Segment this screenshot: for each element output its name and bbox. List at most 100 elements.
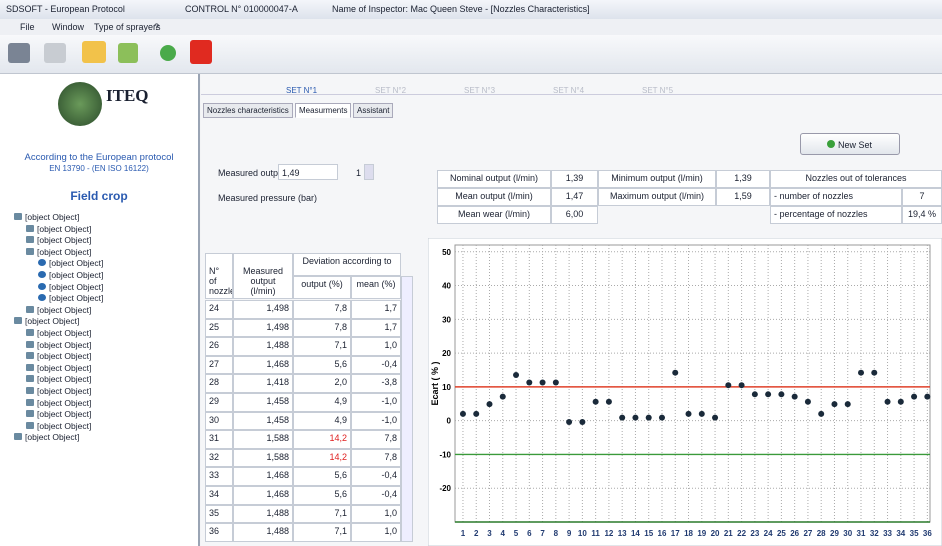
tree-item[interactable]: [object Object]: [37, 235, 92, 246]
x-tick-label: 1: [461, 529, 466, 538]
point: [791, 393, 798, 400]
table-cell: 24: [205, 300, 233, 319]
point: [911, 393, 918, 400]
menu-item[interactable]: Window: [52, 22, 85, 32]
x-tick-label: 22: [737, 529, 746, 538]
x-tick-label: 25: [777, 529, 786, 538]
print-icon[interactable]: [8, 43, 30, 63]
set-tab[interactable]: SET N°1: [286, 86, 318, 95]
x-tick-label: 33: [883, 529, 892, 538]
logo-emblem: [58, 82, 102, 126]
table-cell: 25: [205, 318, 233, 338]
tree-item[interactable]: [object Object]: [49, 270, 104, 280]
table-cell: 32: [205, 448, 233, 468]
point: [738, 382, 745, 389]
header: output (%): [293, 276, 351, 299]
set-tab[interactable]: SET N°3: [464, 86, 496, 95]
tree-item[interactable]: [object Object]: [37, 246, 92, 257]
input[interactable]: 1,49: [278, 164, 338, 180]
tree: [0, 211, 198, 511]
table-cell: 1,0: [351, 337, 401, 356]
set-tab[interactable]: SET N°4: [553, 86, 585, 95]
point: [818, 410, 825, 417]
tree-item[interactable]: [object Object]: [37, 223, 92, 234]
point: [778, 391, 785, 398]
tree-item[interactable]: [object Object]: [37, 328, 92, 338]
point: [871, 369, 878, 376]
point: [619, 414, 626, 421]
header: Deviation according to: [293, 253, 401, 276]
table-cell: 1,488: [233, 523, 293, 542]
point: [499, 393, 506, 400]
set-tab[interactable]: SET N°5: [642, 86, 674, 95]
x-tick-label: 18: [684, 529, 693, 538]
tree-item[interactable]: [object Object]: [49, 293, 104, 304]
x-tick-label: 17: [671, 529, 680, 538]
menu-item[interactable]: Type of sprayers: [94, 22, 161, 32]
table-cell: 1,588: [233, 430, 293, 449]
menu-item[interactable]: File: [20, 22, 35, 32]
tree-item[interactable]: [object Object]: [37, 386, 92, 396]
x-tick-label: 20: [711, 529, 720, 538]
table-cell: 14,2: [293, 430, 351, 449]
point: [632, 414, 639, 421]
control-number: CONTROL N° 010000047-A: [185, 4, 298, 14]
new-set-button[interactable]: New Set: [800, 133, 900, 155]
x-tick-label: 32: [870, 529, 879, 538]
y-axis-label: Ecart ( % ): [430, 361, 440, 405]
point: [592, 398, 599, 405]
table-cell: 1,488: [233, 337, 293, 356]
point: [831, 401, 838, 408]
summary-label: - number of nozzles: [770, 188, 902, 206]
tab[interactable]: Nozzles characteristics: [203, 103, 293, 118]
point: [698, 410, 705, 417]
tree-item[interactable]: [object Object]: [37, 351, 92, 362]
tree-item[interactable]: [object Object]: [25, 432, 80, 443]
point: [645, 414, 652, 421]
spinner[interactable]: [364, 164, 374, 180]
table-cell: -0,4: [351, 355, 401, 375]
table-cell: 1,458: [233, 393, 293, 412]
header: N° of nozzles: [205, 253, 233, 299]
y-tick-label: 10: [442, 383, 451, 392]
table-cell: -1,0: [351, 411, 401, 431]
tree-item[interactable]: [object Object]: [37, 409, 92, 420]
validate-icon[interactable]: [160, 45, 176, 61]
tree-item[interactable]: [object Object]: [25, 212, 80, 222]
table-cell: 4,9: [293, 393, 351, 412]
tree-item[interactable]: [object Object]: [37, 420, 92, 431]
tree-icon: [14, 433, 22, 441]
point: [884, 398, 891, 405]
set-tab[interactable]: SET N°2: [375, 86, 407, 95]
menu-item[interactable]: ?: [154, 22, 160, 32]
point: [539, 379, 546, 386]
point: [897, 398, 904, 405]
y-tick-label: 0: [447, 417, 452, 426]
tree-item[interactable]: [object Object]: [37, 397, 92, 408]
point: [751, 391, 758, 398]
standard: EN 13790 - (EN ISO 16122): [49, 164, 149, 173]
inspector: Name of Inspector: Mac Queen Steve - [No…: [332, 4, 590, 14]
tree-icon: [26, 247, 34, 255]
summary-label: Maximum output (l/min): [598, 188, 716, 206]
table-cell: -0,4: [351, 486, 401, 505]
tree-item[interactable]: [object Object]: [37, 362, 92, 373]
app-title: SDSOFT - European Protocol: [6, 4, 125, 14]
tree-item[interactable]: [object Object]: [37, 374, 92, 385]
tree-item[interactable]: [object Object]: [49, 258, 104, 269]
logo: ITEQ: [106, 86, 149, 105]
summary-label: Mean output (l/min): [437, 188, 551, 206]
tree-item[interactable]: [object Object]: [25, 316, 80, 327]
scrollbar[interactable]: [401, 276, 413, 542]
tab[interactable]: Measurments: [295, 103, 352, 118]
folder-icon[interactable]: [82, 41, 106, 63]
tree-item[interactable]: [object Object]: [37, 304, 92, 315]
tree-item[interactable]: [object Object]: [49, 281, 104, 292]
tree-item[interactable]: [object Object]: [37, 339, 92, 350]
export-icon[interactable]: [118, 43, 138, 63]
tab[interactable]: Assistant: [353, 103, 394, 118]
x-tick-label: 6: [527, 529, 532, 538]
quit-icon[interactable]: [190, 40, 212, 64]
